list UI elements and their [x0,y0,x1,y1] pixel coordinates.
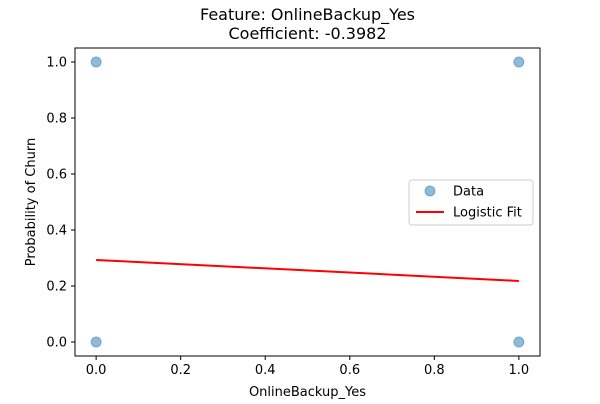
x-axis-ticks: 0.0 0.2 0.4 0.6 0.8 1.0 [86,356,529,378]
x-tick-label: 0.6 [339,363,360,378]
data-point [90,336,102,348]
data-point [90,56,102,68]
y-axis-ticks: 0.0 0.2 0.4 0.6 0.8 1.0 [46,56,75,351]
y-tick-label: 0.6 [46,168,67,183]
y-tick-label: 0.8 [46,112,67,127]
y-axis-label: Probability of Churn [24,138,39,266]
x-tick-label: 0.2 [170,363,191,378]
legend-box [408,179,534,226]
x-tick-label: 0.4 [255,363,276,378]
legend-data-marker [424,185,436,197]
legend-fit-label: Logistic Fit [453,206,522,221]
legend-data-label: Data [453,185,484,200]
chart-title-line2: Coefficient: -0.3982 [228,24,386,43]
y-tick-label: 0.4 [46,224,67,239]
x-tick-label: 0.0 [86,363,107,378]
x-tick-label: 1.0 [509,363,530,378]
data-point [513,336,525,348]
data-point [513,56,525,68]
legend: Data Logistic Fit [408,179,534,226]
logistic-fit-series [96,258,519,282]
logistic-fit-line [96,258,519,282]
data-points-series [90,56,525,348]
y-tick-label: 0.0 [46,336,67,351]
y-tick-label: 1.0 [46,56,67,71]
x-tick-label: 0.8 [424,363,445,378]
y-tick-label: 0.2 [46,280,67,295]
chart-title-line1: Feature: OnlineBackup_Yes [200,5,415,25]
x-axis-label: OnlineBackup_Yes [249,385,366,400]
